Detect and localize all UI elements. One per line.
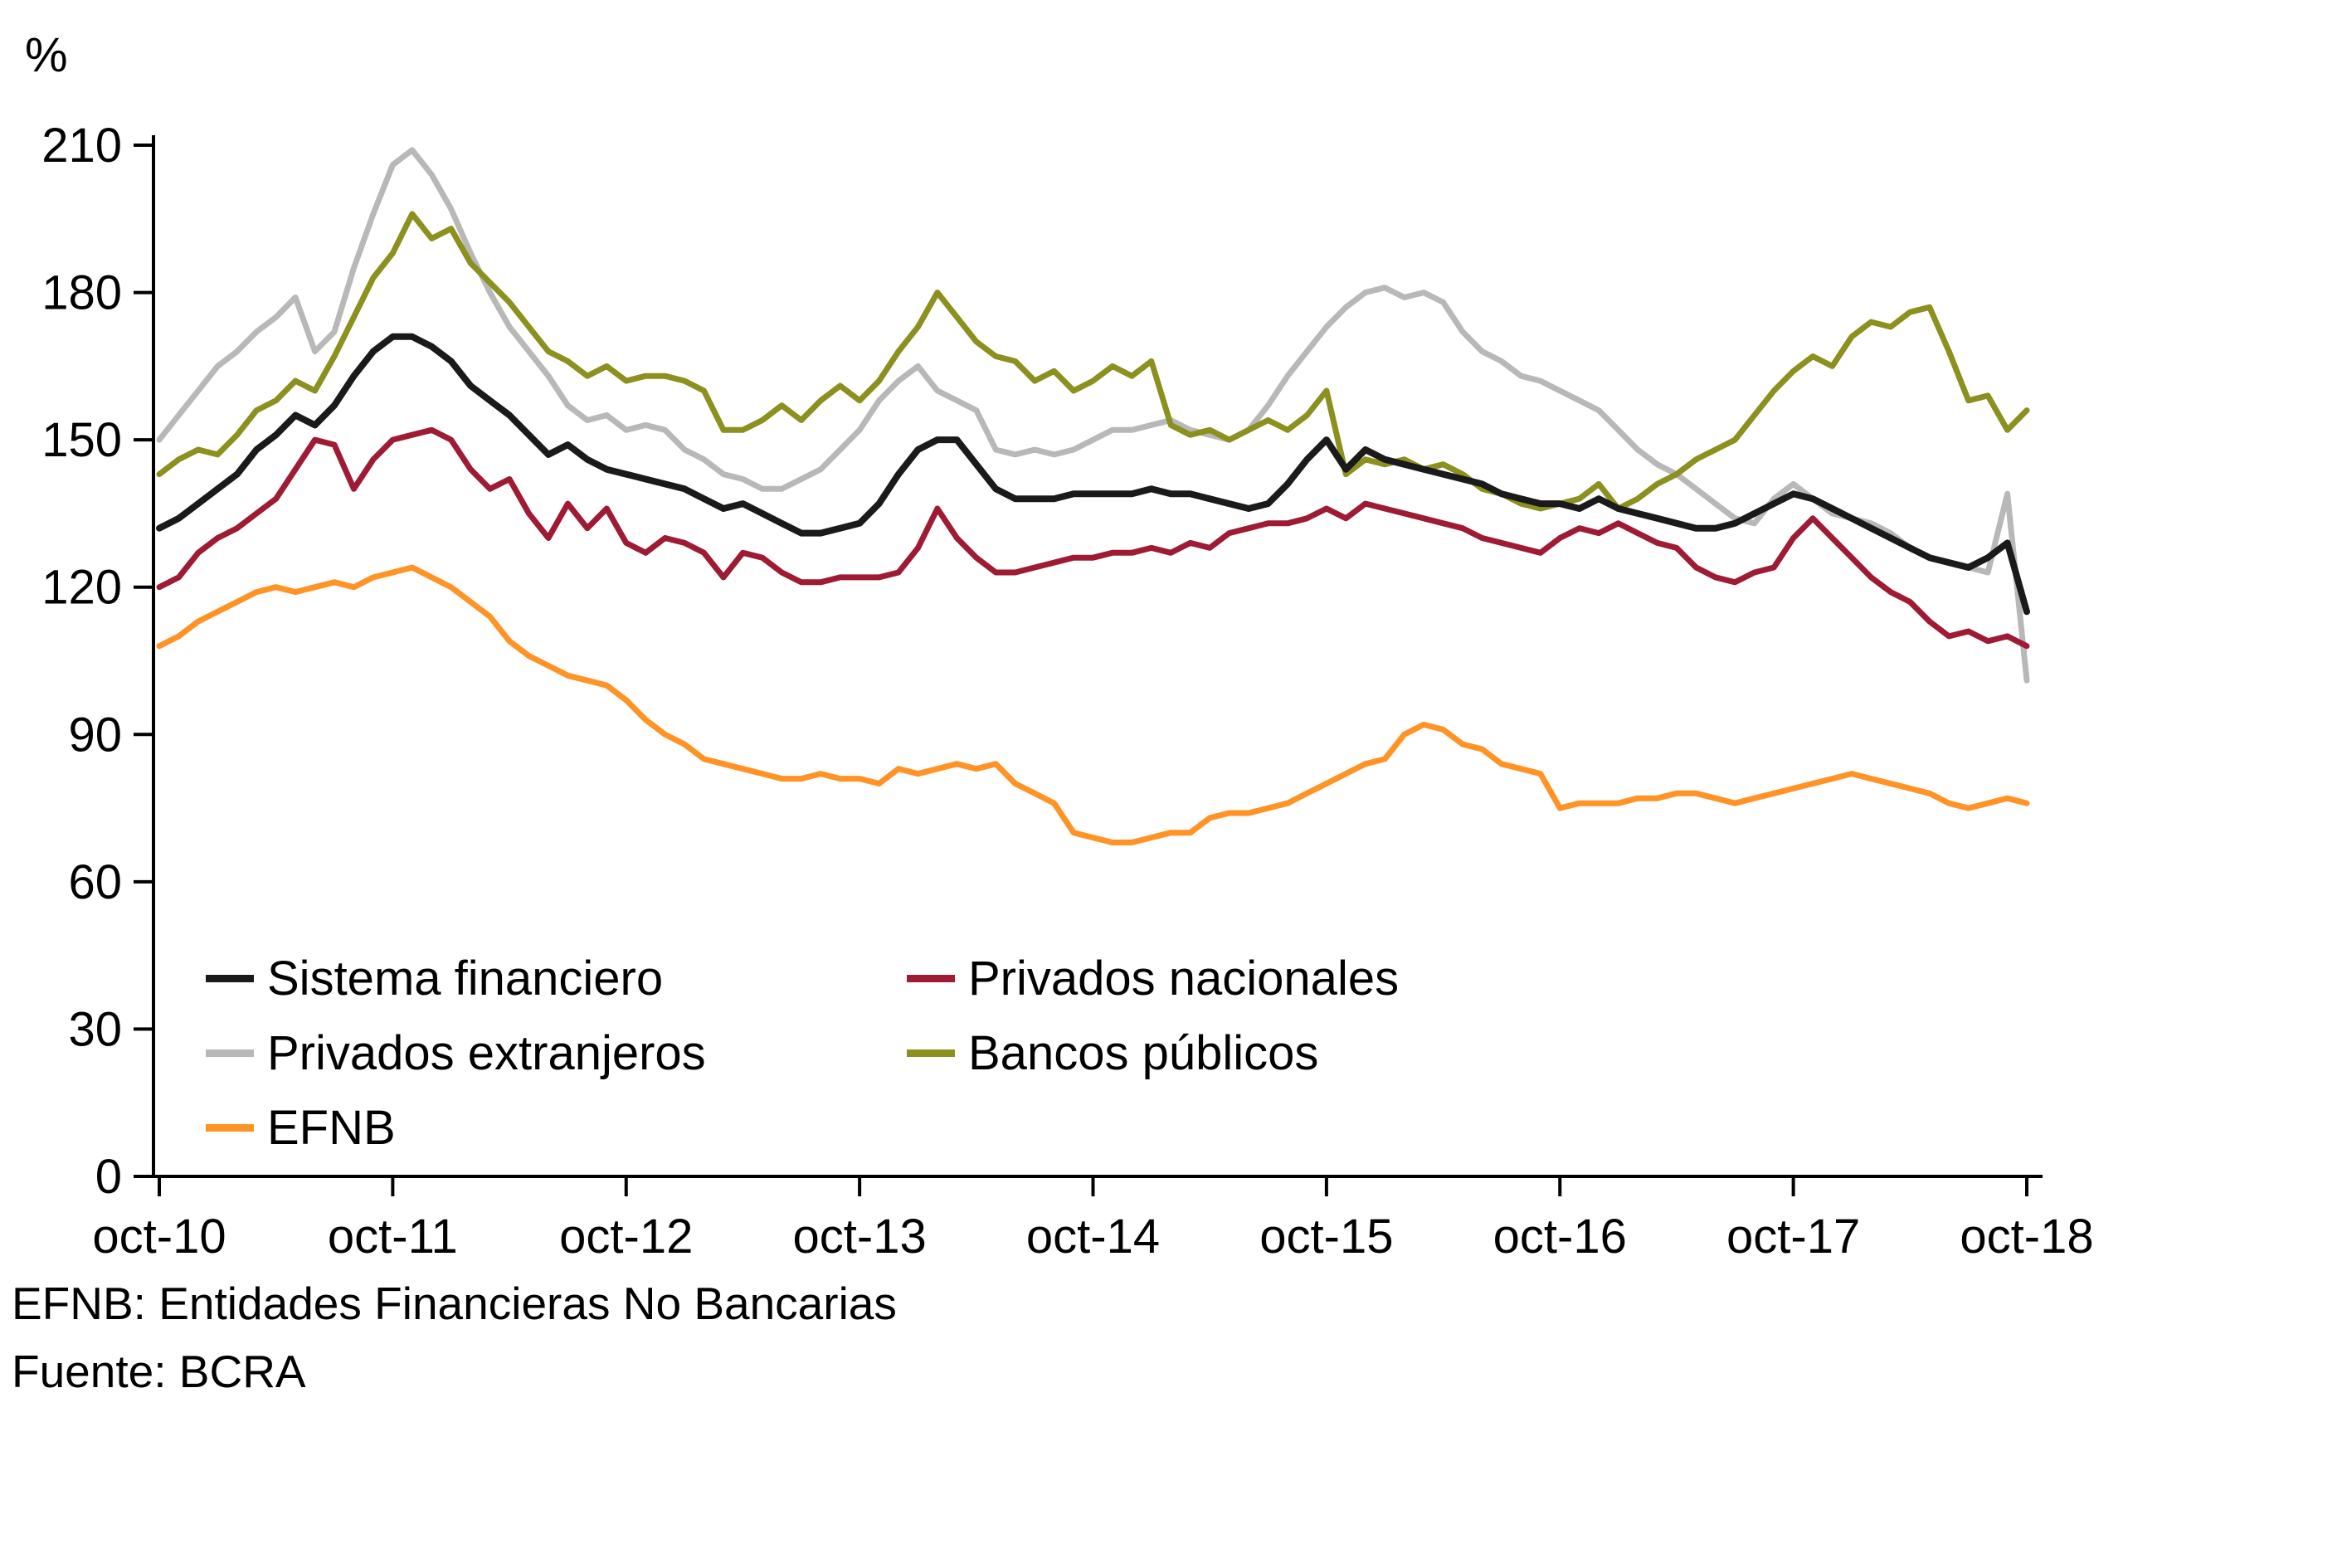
x-tick-label: oct-18 bbox=[1960, 1210, 2093, 1264]
legend-swatch-bancos-publicos bbox=[907, 1049, 955, 1058]
footnote-efnb: EFNB: Entidades Financieras No Bancarias bbox=[12, 1278, 897, 1329]
series-line-bancos-publicos bbox=[156, 211, 2030, 512]
y-tick-label: 120 bbox=[41, 561, 122, 615]
x-tick-label: oct-11 bbox=[328, 1210, 458, 1264]
legend-item-privados-extranjeros: Privados extranjeros bbox=[206, 1025, 907, 1080]
source-note: Fuente: BCRA bbox=[12, 1346, 306, 1397]
y-tick-label: 60 bbox=[68, 855, 122, 909]
legend-swatch-privados-extranjeros bbox=[206, 1049, 254, 1058]
legend-item-sistema-financiero: Sistema financiero bbox=[206, 952, 907, 1006]
legend-swatch-sistema-financiero bbox=[206, 975, 254, 983]
legend-item-bancos-publicos: Bancos públicos bbox=[907, 1025, 1399, 1080]
y-tick-label: 210 bbox=[41, 119, 122, 173]
x-tick-label: oct-16 bbox=[1493, 1210, 1627, 1264]
x-tick-label: oct-12 bbox=[559, 1210, 693, 1264]
y-tick-label: 150 bbox=[41, 413, 122, 467]
legend-label: Sistema financiero bbox=[267, 952, 664, 1006]
x-tick-label: oct-10 bbox=[92, 1210, 226, 1264]
y-axis-unit-label: % bbox=[25, 28, 68, 82]
legend-swatch-efnb bbox=[206, 1123, 254, 1132]
x-tick-label: oct-17 bbox=[1726, 1210, 1860, 1264]
legend-swatch-privados-nacionales bbox=[907, 975, 955, 983]
legend-label: Privados extranjeros bbox=[267, 1025, 706, 1080]
y-tick-label: 0 bbox=[95, 1150, 122, 1204]
x-tick-label: oct-13 bbox=[793, 1210, 927, 1264]
legend-item-efnb: EFNB bbox=[206, 1100, 907, 1155]
legend-label: Privados nacionales bbox=[968, 952, 1400, 1006]
y-tick-label: 30 bbox=[68, 1002, 122, 1056]
y-tick-label: 180 bbox=[41, 266, 122, 320]
series-line-privados-nacionales bbox=[156, 426, 2030, 650]
series-line-efnb bbox=[156, 564, 2030, 845]
y-tick-label: 90 bbox=[68, 708, 122, 762]
legend-label: EFNB bbox=[267, 1100, 396, 1155]
series-line-sistema-financiero bbox=[156, 333, 2030, 616]
x-tick-label: oct-14 bbox=[1026, 1210, 1160, 1264]
chart-legend: Sistema financiero Privados nacionales Pri… bbox=[206, 952, 1399, 1154]
x-tick-label: oct-15 bbox=[1259, 1210, 1393, 1264]
series-line-privados-extranjeros bbox=[156, 147, 2030, 684]
legend-label: Bancos públicos bbox=[968, 1025, 1319, 1080]
legend-item-privados-nacionales: Privados nacionales bbox=[907, 952, 1399, 1006]
